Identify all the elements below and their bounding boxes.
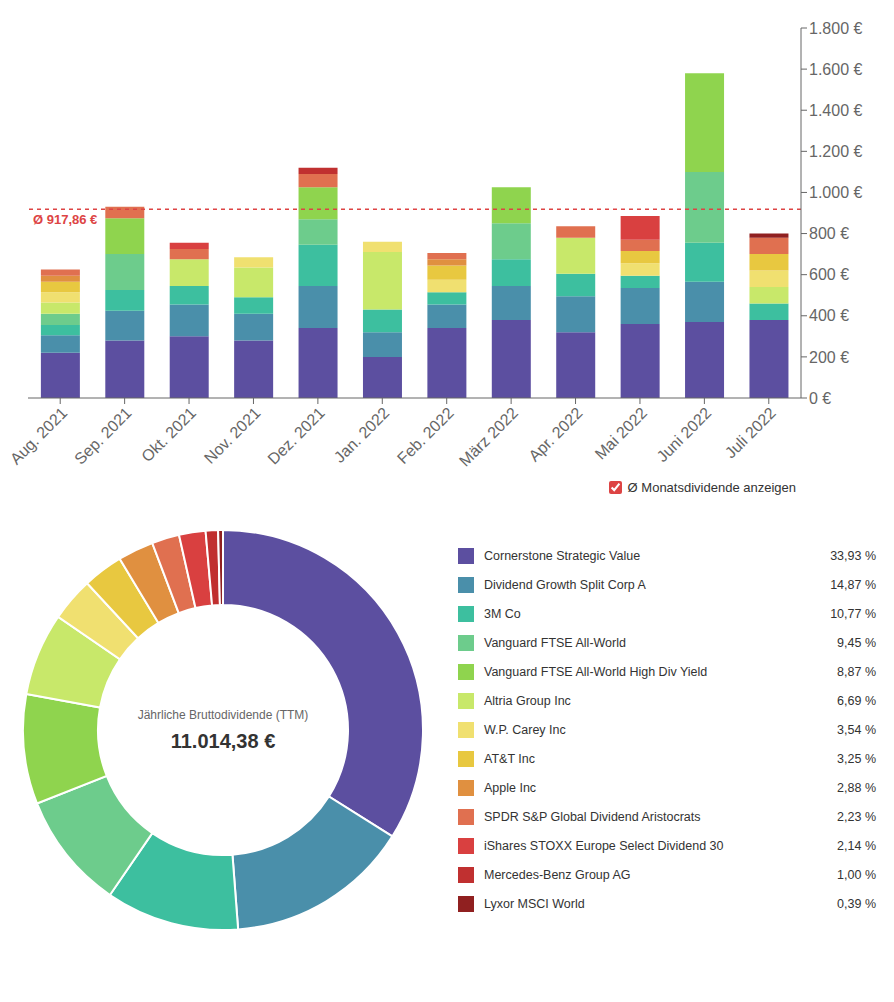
svg-text:Apr. 2022: Apr. 2022 — [525, 404, 586, 465]
html-text:Mercedes-Benz Group AG: Mercedes-Benz Group AG — [484, 868, 631, 882]
html-text:0,39 %: 0,39 % — [837, 897, 876, 911]
html-text:Altria Group Inc: Altria Group Inc — [484, 694, 571, 708]
svg-text:Aug. 2021: Aug. 2021 — [8, 404, 70, 468]
html-text:Dividend Growth Split Corp A: Dividend Growth Split Corp A — [484, 578, 646, 592]
html-text:3,25 %: 3,25 % — [837, 752, 876, 766]
html-text:SPDR S&P Global Dividend Arist: SPDR S&P Global Dividend Aristocrats — [484, 810, 701, 824]
html-text:3,54 %: 3,54 % — [837, 723, 876, 737]
svg-text:Nov. 2021: Nov. 2021 — [201, 404, 264, 467]
svg-text:400 €: 400 € — [809, 307, 849, 324]
html-text:Jährliche Bruttodividende (TTM: Jährliche Bruttodividende (TTM) — [137, 707, 309, 722]
svg-text:März 2022: März 2022 — [456, 404, 522, 470]
svg-text:600 €: 600 € — [809, 266, 849, 283]
html-text:11.014,38 €: 11.014,38 € — [170, 729, 276, 752]
html-text:2,88 %: 2,88 % — [837, 781, 876, 795]
html-text:33,93 %: 33,93 % — [830, 549, 876, 563]
svg-text:1.600 €: 1.600 € — [809, 61, 862, 78]
svg-text:Sep. 2021: Sep. 2021 — [71, 404, 135, 468]
html-text:Vanguard FTSE All-World: Vanguard FTSE All-World — [484, 636, 626, 650]
svg-text:0 €: 0 € — [809, 390, 831, 407]
html-text:10,77 %: 10,77 % — [830, 607, 876, 621]
svg-text:Ø 917,86 €: Ø 917,86 € — [33, 212, 97, 227]
svg-text:Feb. 2022: Feb. 2022 — [394, 404, 457, 467]
svg-text:1.000 €: 1.000 € — [809, 184, 862, 201]
svg-text:1.800 €: 1.800 € — [809, 20, 862, 37]
html-text:Ø Monatsdividende anzeigen: Ø Monatsdividende anzeigen — [627, 480, 796, 495]
html-text:2,23 %: 2,23 % — [837, 810, 876, 824]
svg-text:200 €: 200 € — [809, 349, 849, 366]
svg-text:Dez. 2021: Dez. 2021 — [264, 404, 328, 468]
html-text:14,87 %: 14,87 % — [830, 578, 876, 592]
html-text:Cornerstone Strategic Value: Cornerstone Strategic Value — [484, 549, 641, 563]
svg-text:Juli 2022: Juli 2022 — [722, 404, 779, 461]
html-text:2,14 %: 2,14 % — [837, 839, 876, 853]
html-text:3M Co: 3M Co — [484, 607, 521, 621]
html-text:6,69 %: 6,69 % — [837, 694, 876, 708]
html-text:Vanguard FTSE All-World High D: Vanguard FTSE All-World High Div Yield — [484, 665, 708, 679]
html-text:Apple Inc: Apple Inc — [484, 781, 537, 795]
svg-text:1.400 €: 1.400 € — [809, 102, 862, 119]
svg-text:Okt. 2021: Okt. 2021 — [138, 404, 199, 465]
html-text:Lyxor MSCI World: Lyxor MSCI World — [484, 897, 585, 911]
html-text:8,87 %: 8,87 % — [837, 665, 876, 679]
html-text:AT&T Inc: AT&T Inc — [484, 752, 535, 766]
svg-text:Mai 2022: Mai 2022 — [592, 404, 651, 463]
svg-text:1.200 €: 1.200 € — [809, 143, 862, 160]
html-text:W.P. Carey Inc: W.P. Carey Inc — [484, 723, 566, 737]
html-text:9,45 %: 9,45 % — [837, 636, 876, 650]
svg-text:800 €: 800 € — [809, 225, 849, 242]
svg-text:Jan. 2022: Jan. 2022 — [331, 404, 393, 466]
html-text:1,00 %: 1,00 % — [837, 868, 876, 882]
svg-text:Juni 2022: Juni 2022 — [653, 404, 714, 465]
html-text:iShares STOXX Europe Select Di: iShares STOXX Europe Select Dividend 30 — [484, 839, 724, 853]
